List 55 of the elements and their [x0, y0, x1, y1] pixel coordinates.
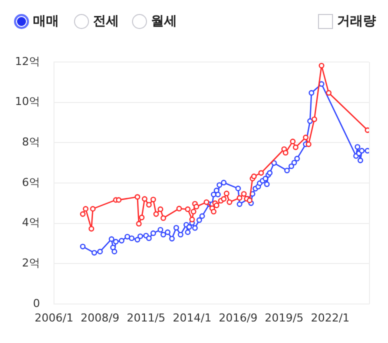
point — [312, 116, 318, 122]
point — [282, 150, 288, 156]
point — [220, 196, 227, 202]
point — [241, 191, 247, 197]
x-tick-label: 2014/1 — [172, 311, 212, 324]
point — [364, 127, 369, 133]
point — [153, 211, 159, 217]
point — [146, 202, 152, 208]
point — [90, 206, 96, 212]
y-tick-label: 10억 — [15, 95, 40, 108]
point — [290, 138, 296, 144]
y-tick-label: 8억 — [22, 136, 40, 149]
point — [82, 206, 88, 212]
point — [136, 220, 142, 227]
point — [204, 199, 210, 205]
y-tick-label: 2억 — [22, 256, 40, 270]
point — [326, 90, 332, 96]
point — [116, 197, 122, 203]
point — [134, 194, 140, 200]
point — [184, 206, 191, 212]
point — [258, 170, 264, 176]
x-tick-label: 2011/5 — [126, 311, 166, 324]
point — [210, 208, 216, 214]
point — [292, 144, 298, 150]
point — [80, 211, 86, 217]
point — [224, 190, 230, 196]
point — [226, 199, 232, 205]
y-tick-label: 12억 — [15, 54, 40, 68]
point — [306, 141, 312, 148]
point — [190, 208, 196, 214]
y-tick-label: 4억 — [22, 216, 40, 230]
point — [318, 62, 324, 68]
point — [88, 226, 94, 232]
point — [194, 204, 200, 210]
point — [142, 196, 148, 202]
point — [302, 134, 309, 140]
point — [176, 206, 182, 212]
x-tick-label: 2022/1 — [310, 311, 350, 324]
point — [158, 206, 164, 212]
point — [236, 195, 242, 201]
text: 거래량 — [337, 13, 376, 30]
point — [138, 214, 145, 220]
x-tick-label: 2019/5 — [264, 311, 304, 324]
x-tick-label: 2006/1 — [34, 311, 74, 324]
text: 전세 — [93, 13, 119, 30]
x-tick-label: 2016/9 — [218, 311, 258, 324]
text: 매매 — [33, 13, 59, 30]
y-tick-label: 6억 — [22, 176, 40, 189]
point — [160, 215, 166, 221]
point — [150, 196, 156, 202]
x-tick-label: 2008/9 — [80, 311, 120, 324]
point — [214, 202, 220, 208]
point — [189, 216, 195, 222]
y-tick-label: 0 — [33, 296, 40, 310]
text: 월세 — [151, 13, 177, 30]
